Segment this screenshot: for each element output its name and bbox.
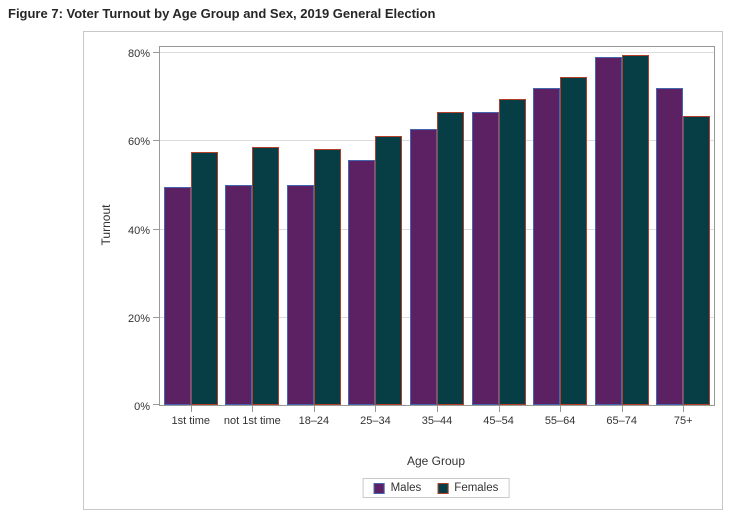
y-tick-label-20: 20% (127, 312, 150, 325)
x-tick-label-3: 18–24 (298, 415, 330, 427)
y-tick-80 (153, 52, 159, 54)
y-tick-label-40: 40% (127, 224, 150, 237)
bar-females-8 (621, 54, 649, 405)
bar-males-8 (594, 56, 622, 405)
x-tick-3 (313, 406, 315, 412)
y-axis-title: Turnout (99, 204, 113, 246)
legend-label-females: Females (454, 482, 499, 494)
x-tick-2 (252, 406, 254, 412)
bar-females-9 (683, 116, 711, 405)
y-tick-40 (153, 228, 159, 230)
x-tick-label-5: 35–44 (421, 415, 453, 427)
x-tick-label-4: 25–34 (360, 415, 391, 427)
x-tick-label-7: 55–64 (544, 415, 576, 427)
legend-label-males: Males (390, 482, 422, 494)
y-tick-label-0: 0% (134, 401, 150, 413)
x-tick-4 (375, 406, 377, 412)
x-tick-label-2: not 1st time (223, 415, 281, 427)
bar-females-2 (252, 147, 280, 405)
x-tick-label-1: 1st time (171, 415, 211, 427)
x-tick-6 (498, 406, 500, 412)
legend-swatch-females (437, 482, 449, 494)
gridline-80 (160, 52, 714, 54)
bar-males-3 (286, 184, 314, 405)
y-tick-label-80: 80% (127, 48, 150, 61)
x-tick-label-9: 75+ (673, 415, 693, 427)
chart-box: Turnout 0% 20% 40% 60% 80% 1st time not 1st ti… (83, 31, 723, 510)
bar-females-5 (437, 111, 464, 405)
x-tick-label-8: 65–74 (606, 415, 637, 427)
bar-males-9 (656, 87, 684, 405)
bar-females-4 (375, 136, 403, 405)
x-tick-5 (437, 406, 438, 412)
x-tick-label-6: 45–54 (483, 415, 514, 427)
bar-females-3 (313, 149, 341, 405)
bar-females-6 (498, 98, 526, 405)
legend-item-females: Females (437, 482, 498, 494)
legend-swatch-males (373, 482, 385, 494)
plot-area: 0% 20% 40% 60% 80% 1st time not 1st time 18–24 2… (128, 46, 715, 427)
bar-males-6 (471, 111, 499, 405)
y-tick-20 (153, 316, 159, 318)
legend: Males Females (362, 478, 510, 498)
bar-males-5 (410, 129, 437, 405)
bar-females-1 (190, 151, 218, 405)
legend-item-males: Males (373, 482, 422, 494)
figure-title: Figure 7: Voter Turnout by Age Group and… (8, 6, 436, 21)
y-tick-label-60: 60% (127, 136, 150, 149)
x-tick-1 (190, 406, 192, 412)
bar-females-7 (560, 76, 588, 405)
y-tick-0 (153, 404, 159, 405)
x-tick-9 (683, 406, 685, 412)
x-tick-7 (560, 406, 562, 412)
bar-males-4 (348, 160, 376, 405)
x-axis-title: Age Group (406, 454, 466, 468)
y-tick-60 (153, 140, 159, 142)
bar-males-7 (533, 87, 561, 405)
bar-males-1 (163, 186, 191, 405)
bar-males-2 (225, 184, 253, 405)
x-tick-8 (621, 406, 623, 412)
